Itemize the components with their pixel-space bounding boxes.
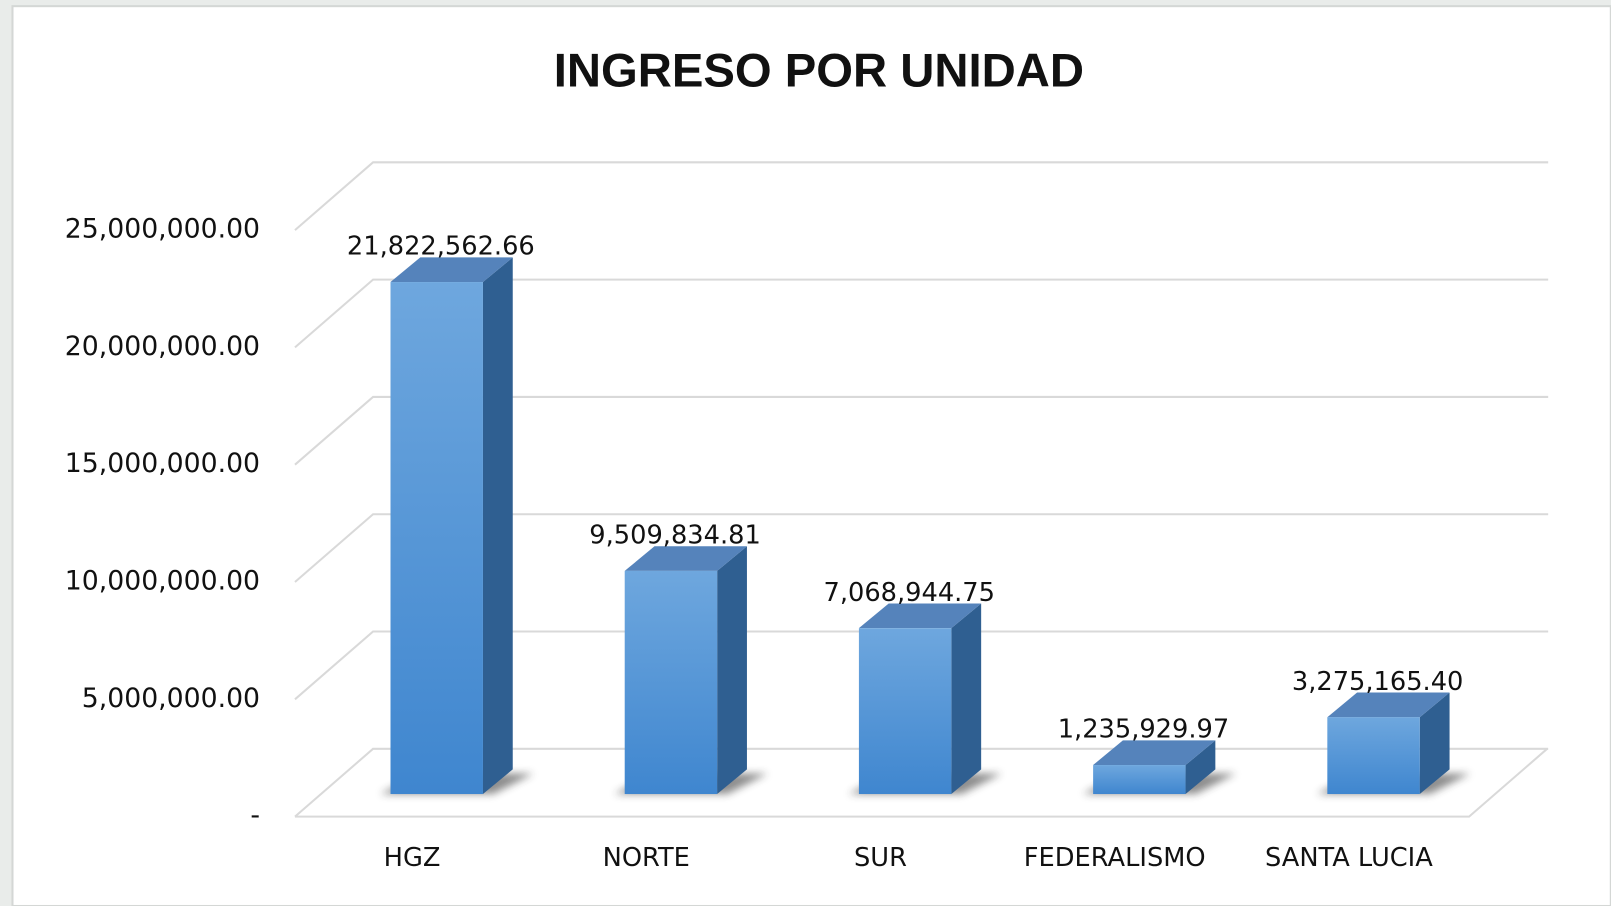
x-tick-label: NORTE <box>603 843 690 873</box>
grid-line <box>294 161 1549 231</box>
y-tick-label: 10,000,000.00 <box>65 566 260 597</box>
value-label: 3,275,165.40 <box>1292 667 1463 697</box>
bars: 21,822,562.66 HGZ 9,509,834.81 NORTE 7,068,9… <box>347 232 1471 873</box>
grid-line <box>294 278 1549 349</box>
value-label: 1,235,929.97 <box>1058 715 1229 745</box>
value-label: 21,822,562.66 <box>347 232 535 262</box>
bar-top <box>1327 692 1450 718</box>
y-tick-label: 20,000,000.00 <box>65 331 260 362</box>
bar-side <box>1419 692 1450 795</box>
bar-top <box>1093 740 1216 766</box>
chart-title: INGRESO POR UNIDAD <box>554 44 1084 97</box>
bar <box>858 628 952 795</box>
y-tick-label: - <box>250 800 260 831</box>
bar-side <box>717 546 747 795</box>
bar-side <box>951 603 982 795</box>
y-tick-label: 25,000,000.00 <box>65 214 260 245</box>
bar <box>1327 717 1420 795</box>
bar <box>390 282 483 795</box>
floor-edge <box>294 748 1548 818</box>
x-tick-label: FEDERALISMO <box>1024 843 1206 873</box>
x-tick-label: SANTA LUCIA <box>1265 843 1433 873</box>
grid-line <box>294 513 1549 583</box>
x-tick-label: HGZ <box>384 843 441 873</box>
bar-top <box>858 603 982 629</box>
value-label: 9,509,834.81 <box>589 520 760 550</box>
grid-line <box>294 395 1549 466</box>
y-tick-label: 5,000,000.00 <box>82 683 260 714</box>
grid-line <box>294 630 1549 701</box>
x-tick-label: SUR <box>854 843 907 873</box>
bar-side <box>482 257 513 795</box>
value-label: 7,068,944.75 <box>824 578 995 608</box>
y-tick-label: 15,000,000.00 <box>65 448 260 479</box>
bar <box>1093 765 1186 795</box>
bar-top <box>624 546 747 571</box>
bar-side <box>1185 740 1216 795</box>
bar-top <box>390 257 513 283</box>
bar <box>624 570 718 795</box>
